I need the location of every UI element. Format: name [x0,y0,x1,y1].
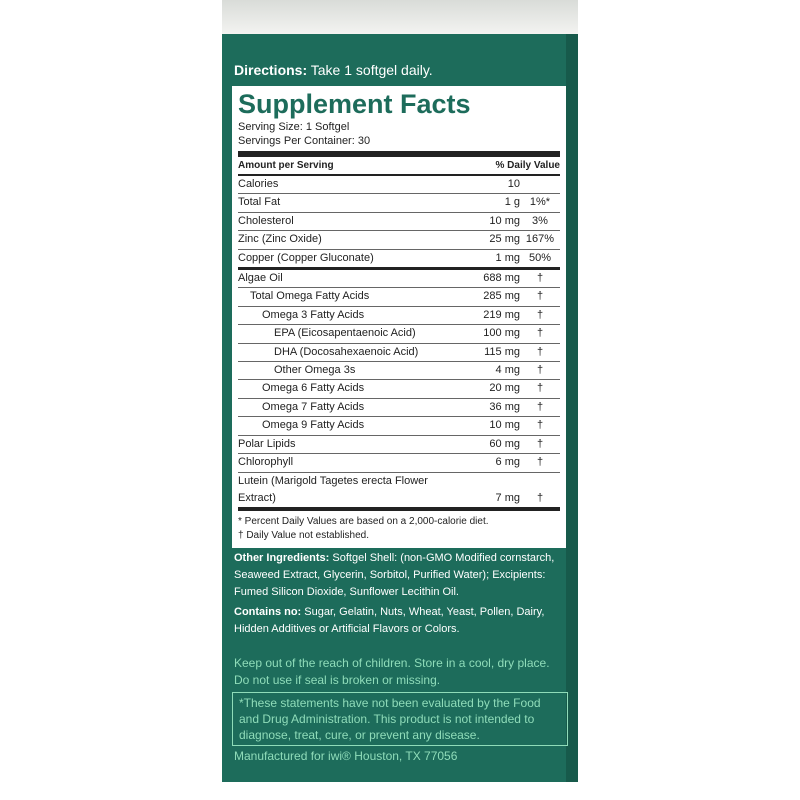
other-ingredients: Other Ingredients: Softgel Shell: (non-G… [234,550,564,601]
nutrient-name: Total Omega Fatty Acids [250,290,370,303]
facts-panel: Supplement Facts Serving Size: 1 Softgel… [232,86,566,548]
other-ingredients-label: Other Ingredients: [234,552,330,564]
facts-title: Supplement Facts [238,89,471,119]
daily-value: † [536,491,544,504]
footnote: † Daily Value not established. [238,530,370,542]
nutrient-name: Algae Oil [238,272,283,285]
nutrient-name: Zinc (Zinc Oxide) [238,233,322,246]
facts-header: Amount per Serving % Daily Value [238,151,560,176]
nutrient-amount: 6 mg [495,456,520,469]
nutrient-name: Omega 9 Fatty Acids [262,419,365,432]
facts-row: Omega 7 Fatty Acids 36 mg † [238,397,560,416]
serving-size: Serving Size: 1 Softgel [238,121,350,133]
nutrient-name: Copper (Copper Gluconate) [238,251,374,264]
nutrient-amount: 688 mg [483,272,520,285]
facts-row: Total Omega Fatty Acids 285 mg † [238,287,560,305]
facts-row: Algae Oil 688 mg † [238,267,560,287]
other-ingredients-text: Softgel Shell: (non-GMO Modified cornsta… [234,552,555,598]
nutrient-amount: 25 mg [489,233,520,246]
daily-value: † [536,345,544,358]
nutrient-name: DHA (Docosahexaenoic Acid) [274,345,419,358]
nutrient-name: Polar Lipids [238,437,296,450]
contains-no-label: Contains no: [234,606,302,618]
nutrient-amount: 285 mg [483,290,520,303]
box-edge [566,34,578,782]
contains-no: Contains no: Sugar, Gelatin, Nuts, Wheat… [234,604,564,638]
nutrient-name: Omega 6 Fatty Acids [262,382,365,395]
nutrient-amount: 60 mg [489,437,520,450]
header-amount: Amount per Serving [238,160,334,171]
daily-value: † [536,364,544,377]
servings-per-container: Servings Per Container: 30 [238,135,371,147]
nutrient-name: Omega 3 Fatty Acids [262,308,365,321]
nutrient-amount: 10 [507,178,520,190]
nutrient-name: Calories [238,178,279,190]
daily-value: † [536,456,544,469]
facts-row: Cholesterol 10 mg 3% [238,211,560,230]
facts-row: Omega 9 Fatty Acids 10 mg † [238,416,560,434]
contains-no-text: Sugar, Gelatin, Nuts, Wheat, Yeast, Poll… [234,606,545,635]
facts-row: Omega 6 Fatty Acids 20 mg † [238,379,560,397]
facts-row: Polar Lipids 60 mg † [238,434,560,453]
nutrient-name: Chlorophyll [238,456,294,469]
facts-row: Omega 3 Fatty Acids 219 mg † [238,305,560,324]
nutrient-name: Cholesterol [238,214,294,227]
facts-row: EPA (Eicosapentaenoic Acid) 100 mg † [238,324,560,342]
footnote: * Percent Daily Values are based on a 2,… [238,516,489,528]
daily-value: † [536,437,544,450]
nutrient-amount: 7 mg [495,491,520,504]
facts-row: Other Omega 3s 4 mg † [238,361,560,379]
nutrient-amount: 4 mg [495,364,520,377]
daily-value: † [536,382,544,395]
nutrient-amount: 100 mg [483,327,520,340]
daily-value: † [536,308,544,321]
nutrient-amount: 10 mg [489,419,520,432]
nutrient-name: Omega 7 Fatty Acids [262,400,365,413]
nutrient-amount: 20 mg [489,382,520,395]
daily-value: 50% [528,251,552,264]
daily-value: † [536,419,544,432]
facts-row: Zinc (Zinc Oxide) 25 mg 167% [238,230,560,248]
directions: Directions: Take 1 softgel daily. [234,62,433,78]
directions-text: Take 1 softgel daily. [310,62,433,78]
nutrient-amount: 36 mg [489,400,520,413]
header-dv: % Daily Value [495,160,560,171]
disclaimer: *These statements have not been evaluate… [232,692,568,746]
nutrient-amount: 115 mg [484,345,520,358]
daily-value: † [536,272,544,285]
nutrient-amount: 219 mg [483,308,520,321]
daily-value: 167% [525,233,555,246]
manufacturer: Manufactured for iwi® Houston, TX 77056 [234,749,458,763]
daily-value: † [536,327,544,340]
footnotes: * Percent Daily Values are based on a 2,… [238,507,560,543]
facts-row: Total Fat 1 g 1%* [238,193,560,211]
box-lid [222,0,578,34]
facts-row: DHA (Docosahexaenoic Acid) 115 mg † [238,342,560,361]
directions-label: Directions: [234,62,308,78]
daily-value: † [536,400,544,413]
nutrient-name: EPA (Eicosapentaenoic Acid) [274,327,416,340]
daily-value: 3% [532,214,548,227]
nutrient-amount: 10 mg [489,214,520,227]
facts-rows: Calories 10 Total Fat 1 g 1%* Cholesterol 10 m… [238,176,560,507]
daily-value: 1%* [529,196,551,209]
nutrient-name: Total Fat [238,196,281,209]
nutrient-name: Other Omega 3s [274,364,356,377]
facts-row: Lutein (Marigold Tagetes erecta Flower E… [238,471,560,508]
warning: Keep out of the reach of children. Store… [234,656,550,687]
nutrient-name: Lutein (Marigold Tagetes erecta Flower E… [238,474,428,504]
nutrient-amount: 1 mg [495,251,520,264]
nutrient-amount: 1 g [504,196,520,209]
daily-value: † [536,290,544,303]
facts-row: Calories 10 [238,176,560,193]
facts-row: Copper (Copper Gluconate) 1 mg 50% [238,248,560,267]
facts-row: Chlorophyll 6 mg † [238,453,560,471]
